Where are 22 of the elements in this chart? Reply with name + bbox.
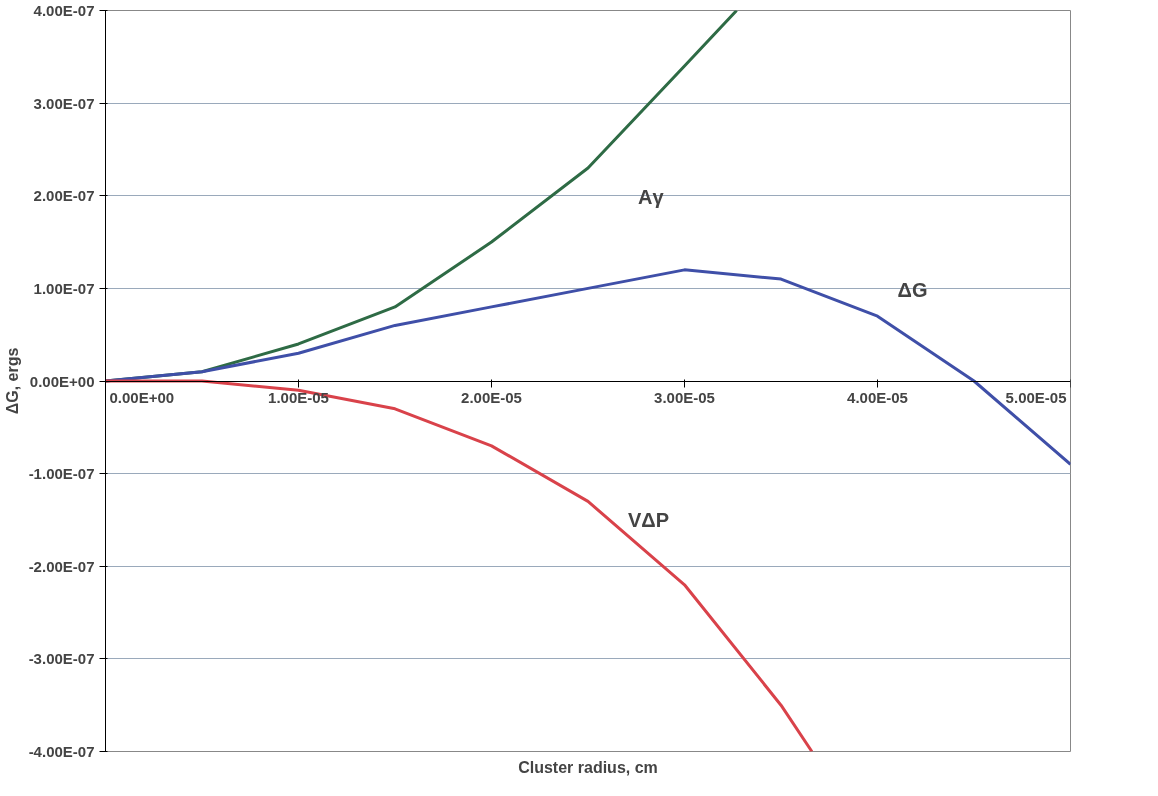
line-series [105,268,1071,466]
y-axis-title: ΔG, ergs [3,347,21,415]
series-label: VΔP [628,509,670,532]
x-tick-label: 1.00E-05 [268,389,329,406]
y-tick-label: 0.00E+00 [29,372,95,390]
x-axis-title: Cluster radius, cm [518,758,658,776]
y-tick-label: -3.00E-07 [28,650,95,668]
series-label: ΔG [897,279,928,302]
y-tick-label: 4.00E-07 [33,2,95,19]
text: Aγ [638,185,665,208]
line-series [105,379,814,752]
x-tick-label: 0.00E+00 [109,389,175,406]
x-tick-label: 4.00E-05 [847,389,908,406]
y-tick-label: 2.00E-07 [33,187,95,205]
y-tick-label: -4.00E-07 [28,743,95,760]
y-tick-label: 3.00E-07 [33,94,95,112]
x-tick-label: 3.00E-05 [654,389,715,406]
x-tick-label: 2.00E-05 [461,389,522,406]
y-tick-label: 1.00E-07 [33,279,95,297]
y-tick-label: -2.00E-07 [28,557,95,575]
x-tick-label: 5.00E-05 [1005,389,1067,406]
y-tick-label: -1.00E-07 [28,465,95,483]
